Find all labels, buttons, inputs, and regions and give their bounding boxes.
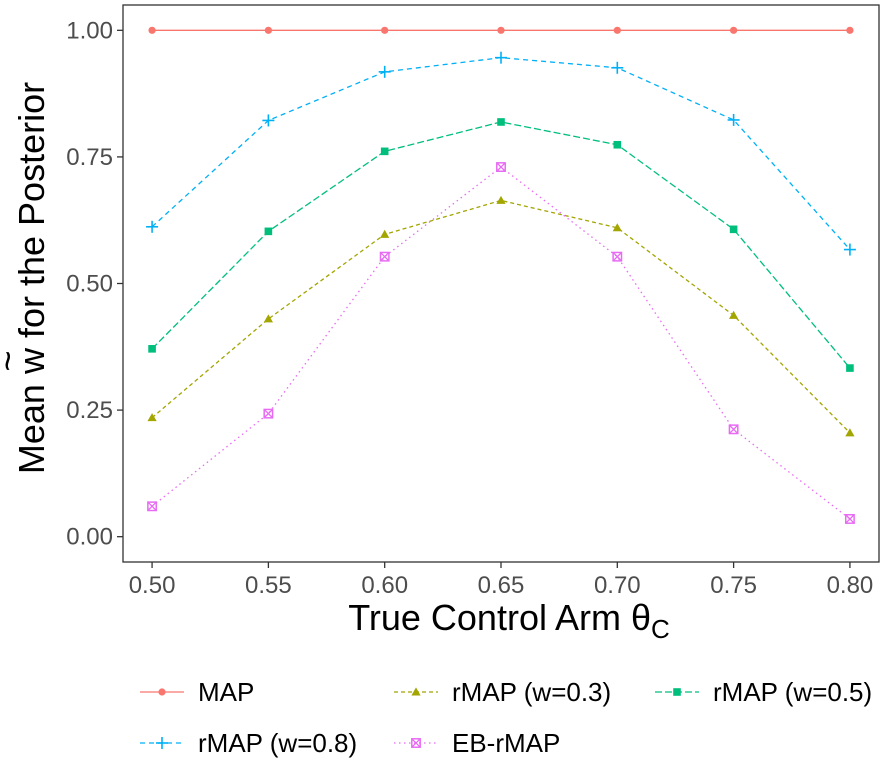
legend-item: MAP bbox=[140, 677, 254, 707]
y-tick-labels: 0.00 0.25 0.50 0.75 1.00 bbox=[66, 17, 113, 550]
data-point bbox=[612, 251, 623, 262]
y-axis-title-w: w bbox=[11, 347, 52, 375]
x-axis-title-main: True Control Arm θ bbox=[348, 597, 651, 638]
plot-points bbox=[146, 26, 856, 524]
y-axis-title-pre: Mean bbox=[11, 374, 52, 474]
plot-panel-border bbox=[122, 4, 880, 563]
data-point bbox=[496, 162, 506, 172]
legend-key-marker bbox=[156, 737, 168, 749]
legend-label: rMAP (w=0.8) bbox=[198, 728, 357, 758]
data-point bbox=[380, 147, 389, 156]
y-axis-title-tilde: ~ bbox=[0, 351, 28, 372]
data-point bbox=[378, 65, 391, 78]
legend-label: rMAP (w=0.5) bbox=[713, 677, 872, 707]
legend-label: MAP bbox=[198, 677, 254, 707]
legend: MAP rMAP (w=0.3) rMAP (w=0.5) rMAP (w=0.8) E… bbox=[140, 677, 872, 758]
y-axis-title-post: for the Posterior bbox=[11, 82, 52, 348]
legend-key-marker bbox=[158, 688, 166, 696]
data-point bbox=[264, 227, 273, 236]
data-point bbox=[380, 229, 390, 238]
x-tick-label: 0.60 bbox=[361, 572, 408, 599]
legend-key-marker bbox=[411, 738, 421, 748]
data-point bbox=[613, 140, 622, 149]
data-point bbox=[729, 310, 739, 319]
y-tick-label: 0.00 bbox=[66, 524, 113, 551]
axis-ticks bbox=[117, 29, 851, 568]
data-point bbox=[496, 195, 506, 204]
legend-label: rMAP (w=0.3) bbox=[452, 677, 611, 707]
x-tick-label: 0.50 bbox=[129, 572, 176, 599]
data-point bbox=[727, 113, 740, 126]
x-axis-title: True Control Arm θC bbox=[348, 597, 670, 644]
x-axis-title-subscript: C bbox=[651, 614, 670, 644]
data-point bbox=[846, 364, 854, 372]
data-point bbox=[613, 26, 621, 34]
data-point bbox=[844, 514, 855, 524]
legend-key-marker bbox=[411, 687, 421, 696]
x-tick-label: 0.75 bbox=[710, 572, 757, 599]
data-point bbox=[611, 61, 624, 74]
data-point bbox=[263, 314, 273, 323]
series-line bbox=[151, 166, 851, 520]
series-line bbox=[151, 199, 851, 434]
series-line bbox=[151, 121, 851, 369]
data-point bbox=[381, 26, 389, 34]
y-axis-title: Mean w for the Posterior ~ bbox=[0, 82, 52, 474]
legend-item: rMAP (w=0.8) bbox=[140, 728, 357, 758]
data-point bbox=[729, 225, 738, 234]
data-point bbox=[495, 51, 507, 64]
y-tick-label: 0.75 bbox=[66, 144, 113, 171]
data-point bbox=[730, 26, 738, 34]
data-point bbox=[846, 26, 854, 34]
y-tick-label: 0.25 bbox=[66, 397, 113, 424]
data-point bbox=[497, 118, 505, 126]
data-point bbox=[728, 424, 739, 435]
svg-text:Mean w for the Posterior: Mean w for the Posterior bbox=[11, 82, 52, 474]
data-point bbox=[612, 223, 622, 232]
data-point bbox=[148, 345, 156, 353]
data-point bbox=[263, 408, 274, 419]
legend-item: rMAP (w=0.5) bbox=[655, 677, 872, 707]
x-tick-label: 0.65 bbox=[478, 572, 525, 599]
data-point bbox=[146, 220, 159, 233]
x-tick-label: 0.70 bbox=[594, 572, 641, 599]
legend-item: rMAP (w=0.3) bbox=[394, 677, 611, 707]
data-point bbox=[845, 428, 855, 437]
x-tick-label: 0.55 bbox=[245, 572, 292, 599]
x-tick-label: 0.80 bbox=[827, 572, 874, 599]
y-tick-label: 0.50 bbox=[66, 271, 113, 298]
legend-label: EB-rMAP bbox=[452, 728, 560, 758]
data-point bbox=[262, 114, 275, 127]
series-line bbox=[151, 57, 851, 251]
data-point bbox=[147, 413, 157, 422]
data-point bbox=[843, 243, 856, 256]
data-point bbox=[148, 26, 156, 34]
legend-key-marker bbox=[673, 688, 681, 696]
data-point bbox=[147, 501, 158, 512]
legend-item: EB-rMAP bbox=[394, 728, 560, 758]
data-point bbox=[379, 251, 390, 262]
data-point bbox=[497, 26, 505, 34]
x-tick-labels: 0.50 0.55 0.60 0.65 0.70 0.75 0.80 bbox=[129, 572, 874, 599]
plot-lines bbox=[151, 29, 851, 520]
data-point bbox=[264, 26, 272, 34]
y-tick-label: 1.00 bbox=[66, 17, 113, 44]
